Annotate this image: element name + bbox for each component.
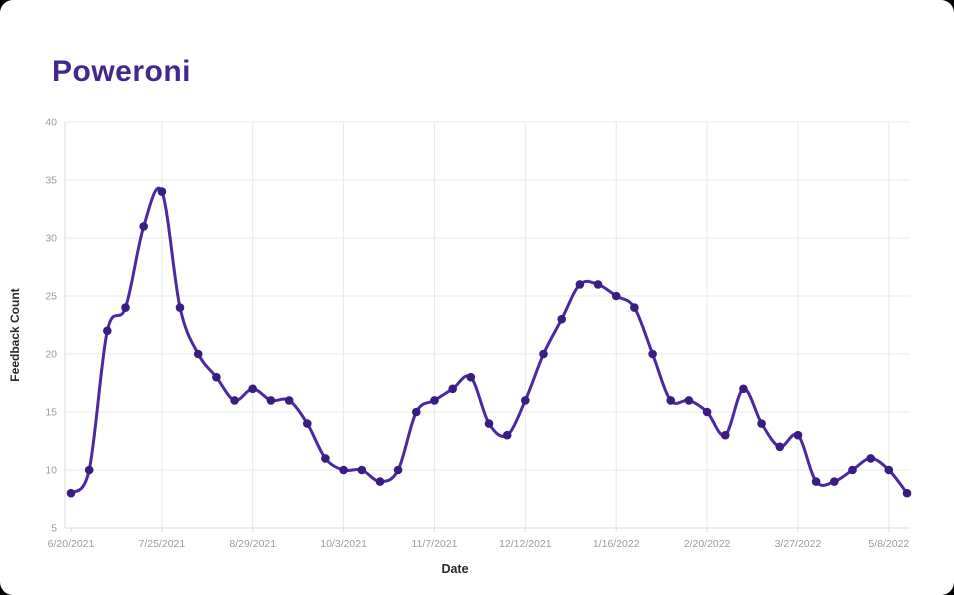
x-tick-label: 1/16/2022 xyxy=(593,538,640,550)
data-point[interactable] xyxy=(375,477,385,486)
y-tick-label: 40 xyxy=(45,117,57,129)
data-point[interactable] xyxy=(66,488,76,498)
x-tick-label: 2/20/2022 xyxy=(684,538,731,550)
data-point[interactable] xyxy=(666,396,675,405)
data-point[interactable] xyxy=(539,349,548,359)
data-point[interactable] xyxy=(830,477,839,486)
data-point[interactable] xyxy=(175,303,185,312)
data-point[interactable] xyxy=(575,280,585,289)
data-point[interactable] xyxy=(103,326,112,336)
data-point[interactable] xyxy=(321,454,330,463)
data-point[interactable] xyxy=(484,419,494,428)
x-axis-label: Date xyxy=(441,562,469,576)
data-point[interactable] xyxy=(357,465,367,475)
x-tick-label: 7/25/2021 xyxy=(139,538,186,550)
data-point[interactable] xyxy=(266,396,276,405)
y-axis-label: Feedback Count xyxy=(8,288,22,382)
chart-title: Poweroni xyxy=(52,55,192,88)
data-point[interactable] xyxy=(230,396,239,405)
data-point[interactable] xyxy=(303,419,312,428)
data-point[interactable] xyxy=(902,488,912,498)
data-point[interactable] xyxy=(593,280,603,289)
data-point[interactable] xyxy=(139,222,148,231)
data-point[interactable] xyxy=(757,419,766,428)
data-point[interactable] xyxy=(448,384,458,394)
data-point[interactable] xyxy=(157,187,167,196)
x-tick-label: 8/29/2021 xyxy=(229,538,276,550)
y-tick-label: 20 xyxy=(45,349,57,361)
data-point[interactable] xyxy=(502,430,512,440)
data-point[interactable] xyxy=(284,396,294,405)
x-tick-label: 3/27/2022 xyxy=(775,538,822,550)
y-tick-label: 35 xyxy=(45,175,57,187)
data-point[interactable] xyxy=(84,465,94,475)
data-point[interactable] xyxy=(793,430,803,440)
data-point[interactable] xyxy=(339,465,348,475)
data-point[interactable] xyxy=(884,465,894,475)
y-tick-label: 15 xyxy=(45,407,57,419)
data-point[interactable] xyxy=(702,407,712,417)
data-point[interactable] xyxy=(412,407,421,417)
data-point[interactable] xyxy=(630,303,639,312)
data-point[interactable] xyxy=(521,396,530,405)
data-point[interactable] xyxy=(430,396,439,405)
data-point[interactable] xyxy=(121,303,130,312)
data-point[interactable] xyxy=(866,454,875,463)
y-tick-label: 5 xyxy=(51,523,57,535)
data-point[interactable] xyxy=(557,314,566,324)
data-point[interactable] xyxy=(721,430,730,440)
data-point[interactable] xyxy=(466,372,476,382)
data-point[interactable] xyxy=(248,384,257,394)
data-point[interactable] xyxy=(811,477,821,486)
x-tick-label: 10/3/2021 xyxy=(320,538,367,550)
y-tick-label: 10 xyxy=(45,465,57,477)
x-tick-label: 12/12/2021 xyxy=(499,538,552,550)
data-point[interactable] xyxy=(684,396,694,405)
data-point[interactable] xyxy=(775,442,785,452)
y-tick-label: 30 xyxy=(45,233,57,245)
data-point[interactable] xyxy=(212,372,221,382)
y-tick-label: 25 xyxy=(45,291,57,303)
x-tick-label: 5/8/2022 xyxy=(868,538,909,550)
data-point[interactable] xyxy=(193,349,203,359)
x-tick-label: 6/20/2021 xyxy=(48,538,95,550)
data-point[interactable] xyxy=(611,291,621,301)
data-point[interactable] xyxy=(739,384,748,394)
data-point[interactable] xyxy=(848,465,857,475)
data-point[interactable] xyxy=(648,349,657,359)
data-point[interactable] xyxy=(393,465,403,475)
x-tick-label: 11/7/2021 xyxy=(412,538,458,550)
